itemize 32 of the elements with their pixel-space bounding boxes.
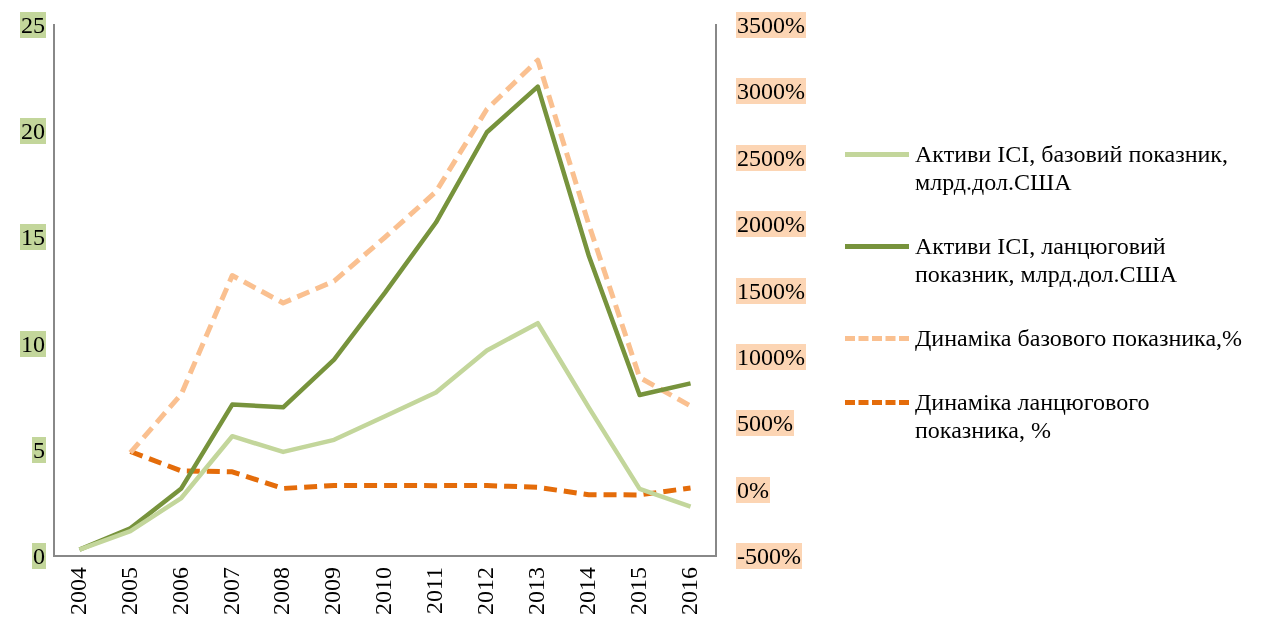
y-tick-label: 10	[20, 330, 46, 357]
y2-tick-label: 2500%	[736, 144, 806, 171]
x-tick-label: 2013	[523, 567, 550, 615]
y2-tick-label: 1000%	[736, 343, 806, 370]
y2-tick-label: 3500%	[736, 12, 806, 38]
y2-tick-label: -500%	[736, 543, 802, 569]
legend-label: Активи ICI, базовий показник, млрд.дол.США	[915, 140, 1230, 196]
x-tick-label: 2004	[64, 567, 91, 615]
x-tick-label: 2006	[166, 567, 193, 615]
y-tick-label: 0	[32, 543, 46, 569]
y-tick-label: 20	[20, 118, 46, 145]
x-tick-label: 2015	[624, 567, 651, 615]
x-tick-label: 2016	[675, 567, 702, 615]
x-tick-label: 2008	[268, 567, 295, 615]
y2-tick-label: 1500%	[736, 277, 806, 304]
legend-label: Динаміка ланцюгового показника, %	[915, 388, 1151, 444]
y2-tick-label: 3000%	[736, 78, 806, 105]
y-tick-label: 5	[32, 436, 46, 463]
x-tick-label: 2010	[370, 567, 397, 615]
x-tick-label: 2014	[573, 567, 600, 615]
y2-tick-label: 500%	[736, 410, 794, 437]
x-tick-label: 2012	[472, 567, 499, 615]
y-tick-label: 25	[20, 12, 46, 38]
x-tick-label: 2009	[319, 567, 346, 615]
y2-tick-label: 0%	[736, 476, 770, 503]
x-tick-label: 2005	[115, 567, 142, 615]
y2-tick-label: 2000%	[736, 211, 806, 238]
x-tick-label: 2011	[421, 567, 448, 615]
x-tick-label: 2007	[217, 567, 244, 615]
legend-label: Динаміка базового показника,%	[915, 324, 1244, 352]
y-tick-label: 15	[20, 224, 46, 251]
legend-label: Активи ICI, ланцюговий показник, млрд.дол.США	[915, 232, 1179, 288]
